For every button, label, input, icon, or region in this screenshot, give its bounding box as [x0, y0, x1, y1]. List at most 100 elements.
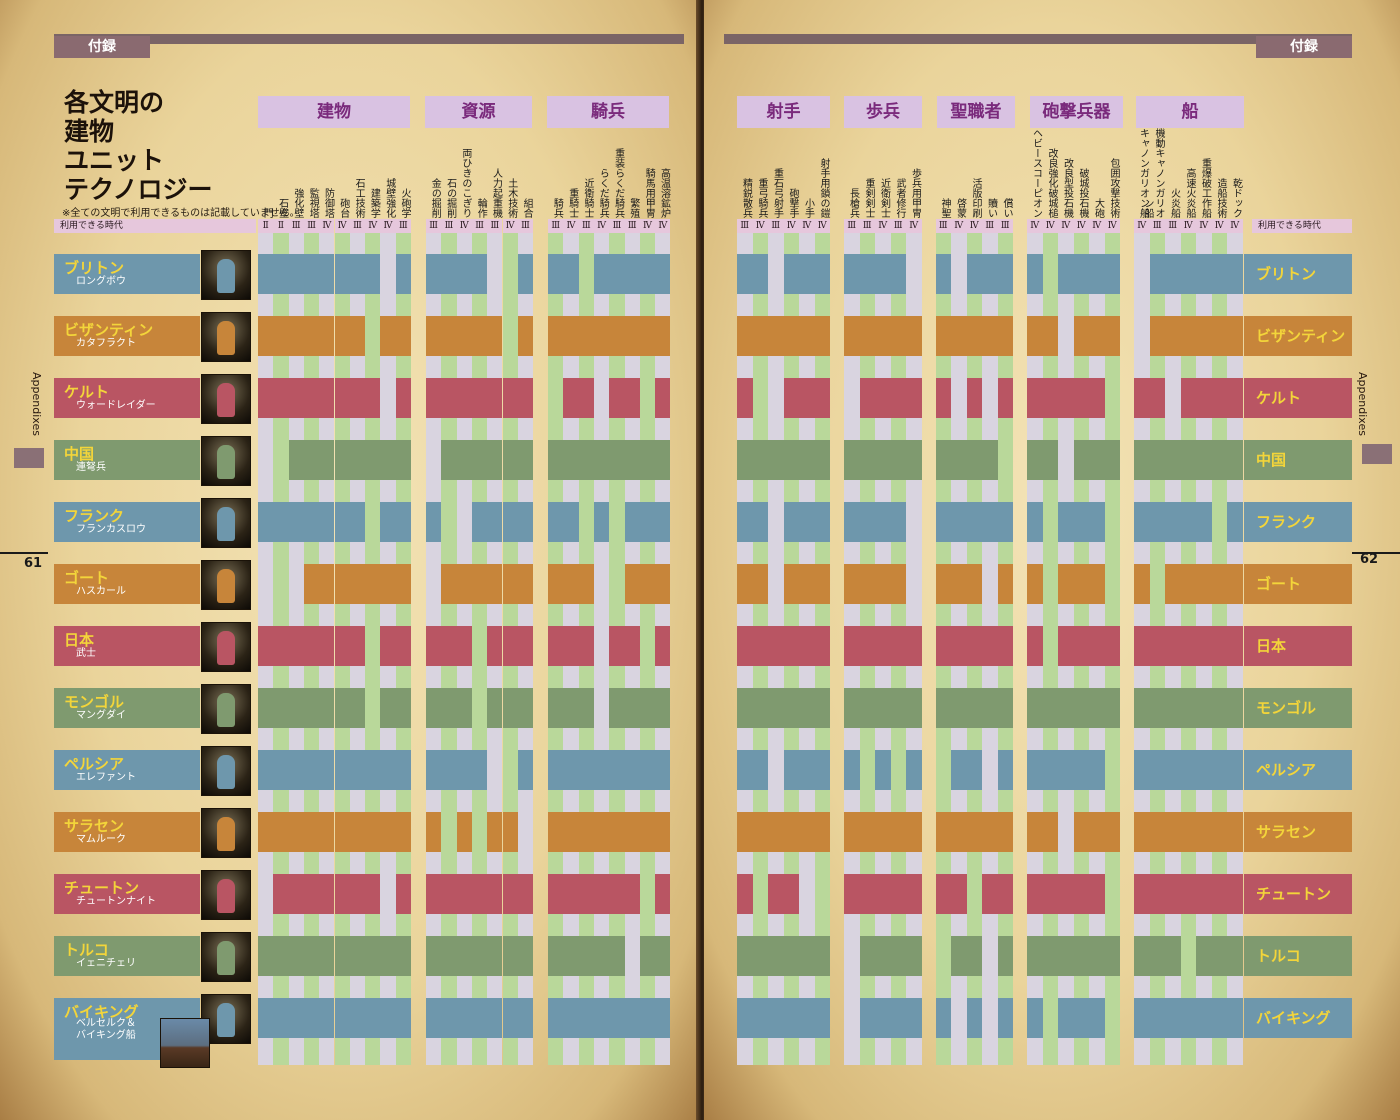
left-column-era: Ⅳ [563, 219, 579, 233]
left-availability-cell [609, 874, 625, 914]
left-column-era: Ⅲ [303, 219, 320, 233]
left-availability-cell [395, 626, 411, 666]
unit-portrait [201, 684, 251, 734]
left-availability-cell [578, 812, 594, 852]
right-availability-cell [799, 502, 815, 542]
right-availability-cell [875, 750, 891, 790]
left-availability-cell [288, 316, 304, 356]
right-availability-cell [966, 502, 982, 542]
left-availability-cell [380, 936, 396, 976]
unit-figure-icon [217, 383, 235, 417]
right-availability-cell [951, 316, 967, 356]
left-availability-cell [273, 626, 289, 666]
unit-figure-icon [217, 817, 235, 851]
left-column-header: 石の掘削 [444, 178, 456, 218]
note-text: ※全ての文明で利用できるものは記載していません。 [62, 208, 300, 219]
left-availability-cell [349, 254, 366, 294]
left-availability-cell [380, 998, 396, 1038]
left-availability-cell [258, 688, 274, 728]
civ-name: トルコ [64, 941, 109, 959]
civ-unique-unit: 連弩兵 [76, 462, 106, 473]
left-availability-cell [380, 440, 396, 480]
right-column-header: 改良型投石機 [1061, 158, 1073, 218]
right-availability-cell [1211, 688, 1227, 728]
civ-label: サラセン マムルーク [54, 812, 200, 852]
right-column-era: Ⅳ [1104, 219, 1120, 233]
right-column-header: 償い [1001, 198, 1012, 218]
left-availability-cell [639, 316, 656, 356]
right-availability-cell [890, 626, 906, 666]
left-availability-cell [594, 316, 610, 356]
right-availability-cell [1196, 812, 1212, 852]
right-availability-cell [1058, 874, 1074, 914]
left-availability-cell [288, 936, 304, 976]
left-availability-cell [273, 378, 289, 418]
left-availability-cell [349, 936, 366, 976]
civ-unique-unit: イェニチェリ [76, 958, 136, 969]
left-availability-cell [487, 812, 503, 852]
right-availability-cell [1165, 626, 1181, 666]
right-availability-cell [966, 998, 982, 1038]
right-availability-cell [1073, 316, 1089, 356]
left-availability-cell [471, 564, 488, 604]
right-availability-cell [1165, 874, 1181, 914]
left-availability-cell [563, 626, 579, 666]
right-availability-cell [1211, 936, 1227, 976]
page-left: 付録 各文明の 建物 ユニット テクノロジー ※全ての文明で利用できるものは記載… [0, 0, 700, 1120]
left-availability-cell [349, 440, 366, 480]
right-availability-cell [1058, 564, 1074, 604]
left-availability-cell [578, 936, 594, 976]
left-availability-cell [456, 564, 472, 604]
right-availability-cell [752, 440, 768, 480]
right-availability-cell [783, 750, 799, 790]
left-availability-cell [594, 874, 610, 914]
civ-unique-unit: カタフラクト [76, 338, 136, 349]
left-availability-cell [456, 750, 472, 790]
left-availability-cell [487, 440, 503, 480]
right-column-era: Ⅳ [1134, 219, 1150, 233]
right-availability-cell [1134, 874, 1150, 914]
left-availability-cell [395, 812, 411, 852]
left-availability-cell [456, 936, 472, 976]
right-availability-cell [783, 564, 799, 604]
right-availability-cell [737, 626, 753, 666]
left-availability-cell [303, 750, 320, 790]
right-availability-cell [935, 688, 951, 728]
left-availability-cell [624, 254, 640, 294]
right-availability-cell [1042, 688, 1058, 728]
unit-portrait [201, 870, 251, 920]
right-availability-cell [844, 316, 860, 356]
left-availability-cell [456, 440, 472, 480]
unit-figure-icon [217, 755, 235, 789]
right-availability-cell [966, 564, 982, 604]
left-availability-cell [380, 502, 396, 542]
page-number: 61 [24, 556, 43, 571]
left-availability-cell [456, 316, 472, 356]
left-availability-cell [441, 440, 457, 480]
right-availability-cell [1180, 254, 1196, 294]
page-number-line [0, 552, 48, 554]
right-availability-cell [1073, 750, 1089, 790]
left-availability-cell [334, 378, 350, 418]
right-availability-cell [982, 502, 998, 542]
right-availability-cell [1089, 564, 1105, 604]
left-column-era: Ⅳ [456, 219, 472, 233]
right-availability-cell [1104, 688, 1120, 728]
right-availability-cell [890, 502, 906, 542]
right-availability-cell [1027, 750, 1043, 790]
left-availability-cell [487, 936, 503, 976]
right-availability-cell [935, 254, 951, 294]
right-availability-cell [859, 502, 875, 542]
right-column-era: Ⅳ [906, 219, 922, 233]
right-availability-cell [1089, 812, 1105, 852]
right-availability-cell [783, 936, 799, 976]
right-availability-cell [859, 440, 875, 480]
left-availability-cell [609, 998, 625, 1038]
left-column-era: Ⅲ [487, 219, 503, 233]
civ-name: 日本 [1256, 637, 1287, 655]
civ-name: 中国 [64, 445, 95, 463]
right-availability-cell [890, 998, 906, 1038]
left-availability-cell [303, 378, 320, 418]
right-availability-cell [1180, 812, 1196, 852]
left-availability-cell [288, 874, 304, 914]
